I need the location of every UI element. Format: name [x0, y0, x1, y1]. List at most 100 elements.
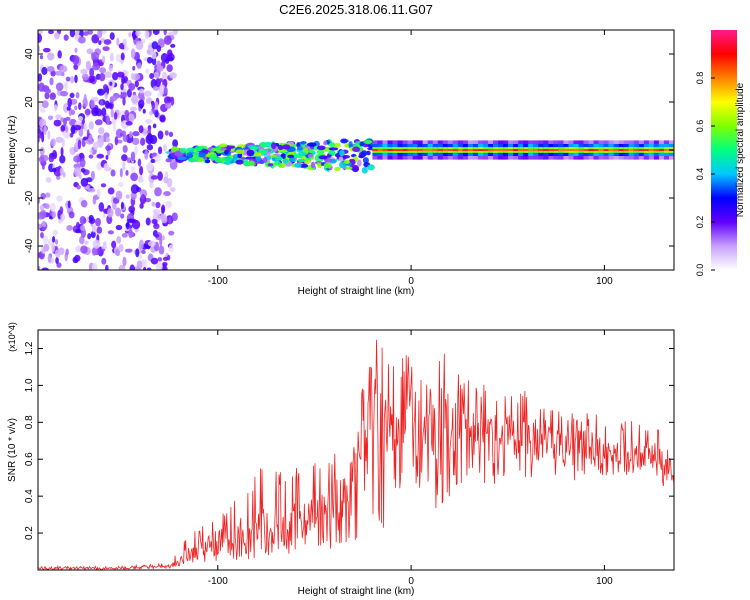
- heatmap-cell: [593, 149, 600, 151]
- heatmap-cell: [85, 138, 94, 145]
- heatmap-cell: [122, 256, 127, 267]
- heatmap-cell: [87, 188, 96, 193]
- y-tick-label: 40: [24, 48, 35, 60]
- heatmap-cell: [101, 257, 107, 265]
- heatmap-cell: [161, 71, 168, 81]
- snr-series-line: [38, 339, 674, 570]
- y-tick-label: 0: [24, 147, 35, 153]
- heatmap-cell: [98, 61, 104, 66]
- heatmap-cell: [169, 72, 177, 79]
- heatmap-cell: [287, 154, 295, 159]
- heatmap-cell: [111, 95, 118, 102]
- heatmap-cell: [130, 172, 139, 182]
- heatmap-cell: [119, 94, 125, 99]
- heatmap-cell: [553, 149, 559, 151]
- heatmap-cell: [65, 248, 69, 256]
- heatmap-cell: [151, 101, 156, 110]
- heatmap-cell: [483, 149, 489, 151]
- heatmap-cell: [129, 106, 138, 111]
- heatmap-cell: [113, 112, 118, 120]
- heatmap-cell: [60, 146, 64, 157]
- heatmap-cell: [608, 149, 615, 151]
- heatmap-cell: [45, 192, 51, 198]
- heatmap-cell: [633, 149, 640, 151]
- heatmap-cell: [150, 257, 159, 265]
- heatmap-cell: [79, 158, 86, 168]
- heatmap-cell: [86, 129, 90, 139]
- heatmap-cell: [105, 145, 112, 151]
- heatmap-cell: [128, 228, 133, 239]
- heatmap-cell: [116, 236, 122, 244]
- heatmap-cell: [334, 166, 341, 172]
- heatmap-cell: [108, 64, 113, 72]
- heatmap-cell: [260, 149, 269, 153]
- heatmap-cell: [78, 127, 84, 137]
- heatmap-cell: [139, 165, 144, 176]
- heatmap-cell: [102, 84, 109, 91]
- heatmap-cell: [91, 224, 97, 233]
- heatmap-cell: [366, 150, 371, 156]
- heatmap-cell: [105, 154, 109, 160]
- colorbar-tick-label: 0.6: [695, 120, 705, 133]
- heatmap-cell: [98, 40, 102, 46]
- heatmap-cell: [447, 149, 454, 151]
- heatmap-cell: [168, 230, 175, 236]
- heatmap-cell: [126, 218, 135, 223]
- heatmap-cell: [136, 260, 143, 270]
- heatmap-cell: [40, 108, 46, 113]
- heatmap-cell: [102, 213, 106, 218]
- heatmap-cell: [109, 32, 115, 40]
- heatmap-cell: [348, 141, 353, 148]
- heatmap-cell: [170, 96, 175, 106]
- heatmap-cell: [47, 130, 51, 140]
- heatmap-cell: [165, 158, 172, 163]
- heatmap-cell: [111, 240, 117, 249]
- heatmap-cell: [55, 256, 59, 265]
- heatmap-cell: [232, 154, 239, 160]
- heatmap-cell: [318, 155, 328, 160]
- heatmap-cell: [39, 209, 47, 220]
- colorbar: 0.0 0.2 0.4 0.6 0.8 Normalized spectral ampl…: [695, 30, 746, 276]
- heatmap-cell: [457, 149, 464, 151]
- heatmap-cell: [51, 243, 56, 253]
- heatmap-cell: [518, 149, 524, 151]
- heatmap-cell: [144, 30, 150, 40]
- heatmap-cell: [131, 94, 139, 104]
- heatmap-cell: [98, 202, 105, 212]
- heatmap-cell: [648, 149, 655, 151]
- heatmap-cell: [125, 222, 130, 230]
- heatmap-cell: [76, 185, 81, 190]
- heatmap-cell: [548, 149, 554, 151]
- heatmap-cell: [139, 239, 144, 250]
- heatmap-cell: [73, 124, 82, 131]
- heatmap-cell: [166, 56, 174, 62]
- heatmap-cell: [344, 159, 351, 165]
- y-tick-label: 20: [24, 96, 35, 108]
- heatmap-cell: [60, 213, 66, 222]
- heatmap-cell: [60, 90, 69, 97]
- heatmap-cell: [310, 161, 316, 169]
- heatmap-cell: [66, 106, 71, 111]
- heatmap-cell: [397, 149, 404, 151]
- heatmap-cell: [90, 52, 96, 58]
- heatmap-cell: [86, 216, 90, 222]
- heatmap-cell: [48, 155, 55, 163]
- heatmap-cell: [653, 149, 660, 151]
- heatmap-cell: [166, 64, 173, 73]
- heatmap-cell: [164, 102, 172, 109]
- colorbar-tick-label: 0.0: [695, 264, 705, 277]
- heatmap-cell: [658, 149, 665, 151]
- heatmap-cell: [39, 204, 45, 211]
- heatmap-cell: [109, 52, 114, 62]
- heatmap-cell: [274, 160, 281, 166]
- heatmap-cell: [528, 149, 534, 151]
- heatmap-cell: [138, 88, 145, 94]
- heatmap-cell: [99, 72, 106, 82]
- heatmap-cell: [304, 159, 312, 165]
- heatmap-cell: [122, 38, 127, 46]
- heatmap-cell: [119, 168, 123, 178]
- heatmap-cell: [103, 39, 112, 45]
- heatmap-cell: [90, 99, 95, 109]
- heatmap-cell: [93, 141, 99, 151]
- heatmap-cell: [96, 138, 104, 148]
